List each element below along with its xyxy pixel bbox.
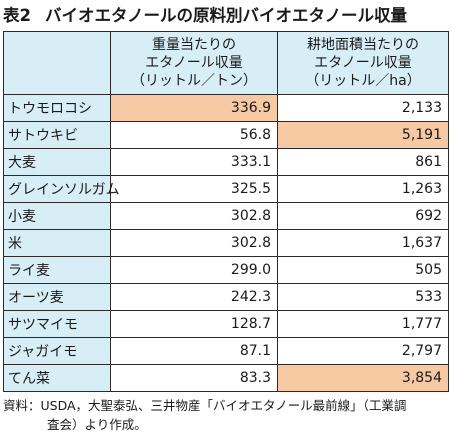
per-ton-cell: 128.7 [110, 310, 278, 338]
table-row: ライ麦 299.0 505 [3, 256, 449, 284]
table-row: ジャガイモ 87.1 2,797 [3, 337, 449, 365]
table-row: サツマイモ 128.7 1,777 [3, 310, 449, 338]
per-ha-cell: 5,191 [277, 121, 449, 149]
header-per-ha: 耕地面積当たりの エタノール収量 （リットル／ha） [277, 31, 449, 95]
crop-name-cell: サツマイモ [3, 310, 111, 338]
per-ton-cell: 302.8 [110, 202, 278, 230]
crop-name-cell: サトウキビ [3, 121, 111, 149]
crop-name-cell: 小麦 [3, 202, 111, 230]
header-per-ha-line: 耕地面積当たりの [307, 37, 419, 53]
table-title: 表2 バイオエタノールの原料別バイオエタノール収量 [3, 2, 407, 30]
per-ton-cell: 333.1 [110, 148, 278, 176]
per-ha-cell: 861 [277, 148, 449, 176]
crop-name-cell: 米 [3, 229, 111, 257]
header-per-ton-line: （リットル／トン） [131, 73, 257, 89]
source-note-line: 査会）より作成。 [47, 417, 147, 432]
header-per-ton-line: エタノール収量 [145, 55, 243, 71]
table-row: 小麦 302.8 692 [3, 202, 449, 230]
per-ha-cell: 2,797 [277, 337, 449, 365]
per-ha-cell: 533 [277, 283, 449, 311]
table-row: トウモロコシ 336.9 2,133 [3, 94, 449, 122]
table-row: グレインソルガム 325.5 1,263 [3, 175, 449, 203]
per-ha-cell: 1,637 [277, 229, 449, 257]
header-per-ton-line: 重量当たりの [152, 37, 236, 53]
per-ton-cell: 336.9 [110, 94, 278, 122]
per-ton-cell: 302.8 [110, 229, 278, 257]
header-blank-cell [3, 31, 111, 95]
table-row: てん菜 83.3 3,854 [3, 364, 449, 392]
per-ha-cell: 1,777 [277, 310, 449, 338]
per-ha-cell: 505 [277, 256, 449, 284]
header-per-ha-line: （リットル／ha） [305, 73, 421, 89]
table-title-text: バイオエタノールの原料別バイオエタノール収量 [44, 6, 407, 25]
per-ha-cell: 1,263 [277, 175, 449, 203]
per-ton-cell: 87.1 [110, 337, 278, 365]
per-ton-cell: 299.0 [110, 256, 278, 284]
header-per-ha-line: エタノール収量 [314, 55, 412, 71]
per-ha-cell: 3,854 [277, 364, 449, 392]
source-note-line: 資料：USDA，大聖泰弘、三井物産「バイオエタノール最前線」（工業調 [3, 398, 407, 413]
table-row: 米 302.8 1,637 [3, 229, 449, 257]
per-ton-cell: 56.8 [110, 121, 278, 149]
crop-name-cell: ジャガイモ [3, 337, 111, 365]
crop-name-cell: グレインソルガム [3, 175, 120, 203]
source-note: 資料：USDA，大聖泰弘、三井物産「バイオエタノール最前線」（工業調 査会）より… [3, 396, 449, 434]
table-row: 大麦 333.1 861 [3, 148, 449, 176]
crop-name-cell: 大麦 [3, 148, 111, 176]
per-ha-cell: 692 [277, 202, 449, 230]
table-number: 表2 [3, 6, 31, 25]
crop-name-cell: ライ麦 [3, 256, 111, 284]
per-ton-cell: 325.5 [110, 175, 278, 203]
table-header-row: 重量当たりの エタノール収量 （リットル／トン） 耕地面積当たりの エタノール収… [3, 31, 449, 95]
yield-table: 重量当たりの エタノール収量 （リットル／トン） 耕地面積当たりの エタノール収… [3, 31, 449, 392]
crop-name-cell: トウモロコシ [3, 94, 111, 122]
crop-name-cell: オーツ麦 [3, 283, 111, 311]
per-ha-cell: 2,133 [277, 94, 449, 122]
table-row: オーツ麦 242.3 533 [3, 283, 449, 311]
per-ton-cell: 242.3 [110, 283, 278, 311]
header-per-ton: 重量当たりの エタノール収量 （リットル／トン） [110, 31, 278, 95]
crop-name-cell: てん菜 [3, 364, 111, 392]
table-row: サトウキビ 56.8 5,191 [3, 121, 449, 149]
per-ton-cell: 83.3 [110, 364, 278, 392]
